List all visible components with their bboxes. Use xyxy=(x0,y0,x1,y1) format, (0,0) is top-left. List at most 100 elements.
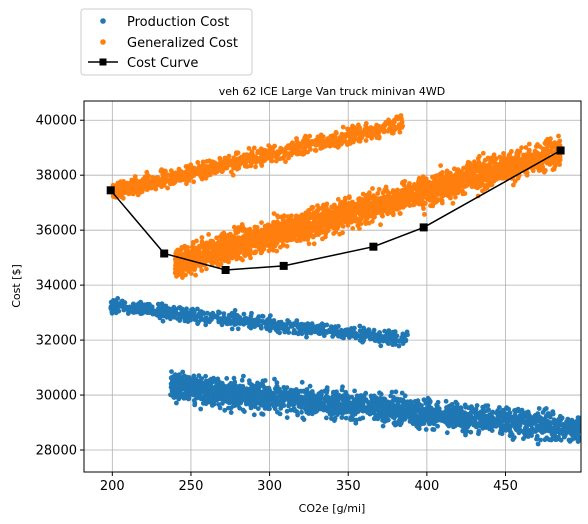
production-cost-point xyxy=(582,423,587,428)
production-cost-point xyxy=(381,401,387,407)
production-cost-point xyxy=(247,402,253,407)
generalized-cost-point xyxy=(313,142,318,148)
generalized-cost-point xyxy=(203,175,209,181)
generalized-cost-point xyxy=(204,159,210,164)
production-cost-point xyxy=(334,411,340,416)
production-cost-point xyxy=(373,333,379,339)
production-cost-point xyxy=(215,388,221,393)
production-cost-point xyxy=(399,390,405,396)
production-cost-point xyxy=(181,384,187,390)
generalized-cost-point xyxy=(245,158,251,164)
production-cost-point xyxy=(270,399,276,405)
production-cost-point xyxy=(176,393,182,399)
production-cost-point xyxy=(524,420,529,425)
production-cost-point xyxy=(534,433,540,439)
production-cost-point xyxy=(574,419,580,425)
production-cost-point xyxy=(266,401,271,407)
production-cost-point xyxy=(357,323,363,329)
generalized-cost-point xyxy=(283,159,288,165)
generalized-cost-point xyxy=(199,268,205,273)
production-cost-point xyxy=(521,415,527,421)
production-cost-point xyxy=(275,329,281,335)
production-cost-point xyxy=(167,312,173,317)
production-cost-point xyxy=(390,335,396,341)
production-cost-point xyxy=(516,430,522,436)
production-cost-point xyxy=(429,420,435,426)
production-cost-point xyxy=(262,378,268,383)
generalized-cost-point xyxy=(284,145,289,151)
generalized-cost-point xyxy=(358,135,364,141)
production-cost-point xyxy=(375,412,381,418)
production-cost-point xyxy=(227,400,232,406)
production-cost-point xyxy=(367,336,373,342)
production-cost-point xyxy=(248,386,254,391)
generalized-cost-point xyxy=(294,138,300,144)
production-cost-point xyxy=(339,334,344,340)
generalized-cost-point xyxy=(261,155,267,160)
generalized-cost-point xyxy=(165,185,171,191)
production-cost-point xyxy=(210,310,216,316)
production-cost-point xyxy=(581,419,586,424)
generalized-cost-point xyxy=(218,234,223,239)
production-cost-point xyxy=(476,411,482,416)
production-cost-point xyxy=(330,406,336,412)
production-cost-point xyxy=(551,435,556,441)
production-cost-point xyxy=(117,303,122,309)
production-cost-point xyxy=(330,334,335,339)
production-cost-point xyxy=(262,406,268,411)
production-cost-point xyxy=(135,305,141,311)
production-cost-point xyxy=(426,414,432,419)
production-cost-point xyxy=(310,324,315,330)
production-cost-point xyxy=(260,391,266,397)
production-cost-point xyxy=(235,326,241,332)
production-cost-point xyxy=(486,424,492,430)
production-cost-point xyxy=(226,314,232,320)
generalized-cost-point xyxy=(148,179,154,185)
production-cost-point xyxy=(277,386,282,392)
production-cost-point xyxy=(268,313,273,318)
production-cost-point xyxy=(291,322,297,328)
production-cost-point xyxy=(373,403,379,409)
production-cost-point xyxy=(226,405,231,411)
generalized-cost-point xyxy=(304,140,310,145)
generalized-cost-point xyxy=(375,126,380,132)
production-cost-point xyxy=(195,306,200,312)
production-cost-point xyxy=(377,390,382,396)
production-cost-point xyxy=(582,439,587,444)
generalized-cost-point xyxy=(185,169,191,174)
generalized-cost-point xyxy=(290,140,295,146)
production-cost-point xyxy=(361,325,366,331)
production-cost-point xyxy=(532,413,538,418)
production-cost-point xyxy=(423,401,429,406)
production-cost-point xyxy=(169,375,175,380)
generalized-cost-point xyxy=(308,206,314,212)
generalized-cost-point xyxy=(226,259,232,265)
production-cost-point xyxy=(191,398,197,403)
production-cost-point xyxy=(110,299,116,305)
generalized-cost-point xyxy=(225,162,231,168)
production-cost-point xyxy=(272,406,278,412)
production-cost-point xyxy=(339,415,345,420)
production-cost-point xyxy=(393,389,399,395)
production-cost-point xyxy=(437,412,442,418)
generalized-cost-point xyxy=(278,149,284,155)
production-cost-point xyxy=(160,305,166,311)
generalized-cost-point xyxy=(199,235,205,240)
production-cost-point xyxy=(389,389,395,395)
production-cost-point xyxy=(334,328,340,334)
production-cost-point xyxy=(339,387,345,393)
production-cost-point xyxy=(468,415,473,420)
generalized-cost-point xyxy=(438,163,443,169)
production-cost-point xyxy=(454,404,460,410)
production-cost-point xyxy=(217,405,223,411)
generalized-cost-point xyxy=(328,133,334,139)
production-cost-point xyxy=(395,402,401,408)
production-cost-point xyxy=(155,301,161,307)
production-cost-point xyxy=(443,412,449,418)
production-cost-point xyxy=(312,405,318,411)
production-cost-point xyxy=(246,316,252,322)
production-cost-point xyxy=(444,430,450,436)
production-cost-point xyxy=(224,376,230,381)
generalized-cost-point xyxy=(501,151,506,156)
production-cost-point xyxy=(346,402,352,408)
